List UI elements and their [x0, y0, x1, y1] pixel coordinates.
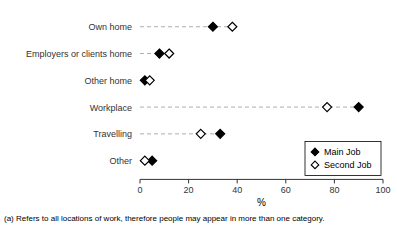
x-axis-label: %	[257, 197, 266, 208]
tick-label: 20	[184, 185, 194, 195]
category-label: Travelling	[93, 129, 132, 139]
legend-box	[305, 141, 381, 175]
tick-label: 0	[137, 185, 142, 195]
leader-line	[140, 133, 220, 134]
x-axis: 0 20 40 60 80 100	[137, 179, 390, 195]
legend-marker	[311, 148, 319, 156]
tick	[285, 179, 286, 183]
tick	[140, 179, 141, 183]
tick-label: 80	[329, 185, 339, 195]
category-label: Other home	[84, 76, 132, 86]
category-label: Employers or clients home	[26, 49, 132, 59]
diamond-marker	[208, 22, 217, 31]
chart: (a) Refers to all locations of work, the…	[0, 0, 397, 227]
diamond-marker	[155, 49, 164, 58]
tick-label: 60	[281, 185, 291, 195]
background	[0, 0, 397, 227]
category-label: Workplace	[90, 103, 132, 113]
axis-line	[140, 179, 383, 180]
tick-label: 100	[375, 185, 390, 195]
diamond-marker	[216, 129, 225, 138]
diamond-marker	[228, 22, 237, 31]
legend: Main Job Second Job	[305, 141, 381, 175]
tick	[334, 179, 335, 183]
diamond-marker	[196, 129, 205, 138]
diamond-marker	[140, 156, 149, 165]
diamond-marker	[354, 103, 363, 112]
category-label: Other	[109, 156, 132, 166]
legend-label: Main Job	[324, 147, 361, 157]
category-label: Own home	[88, 22, 132, 32]
tick	[237, 179, 238, 183]
tick	[188, 179, 189, 183]
legend-label: Second Job	[324, 160, 372, 170]
tick	[383, 179, 384, 183]
diamond-marker	[323, 103, 332, 112]
legend-marker	[311, 161, 319, 169]
diamond-marker	[165, 49, 174, 58]
tick-label: 40	[232, 185, 242, 195]
leader-line	[140, 26, 232, 27]
footnote: (a) Refers to all locations of work, the…	[4, 214, 324, 223]
diamond-marker	[145, 76, 154, 85]
